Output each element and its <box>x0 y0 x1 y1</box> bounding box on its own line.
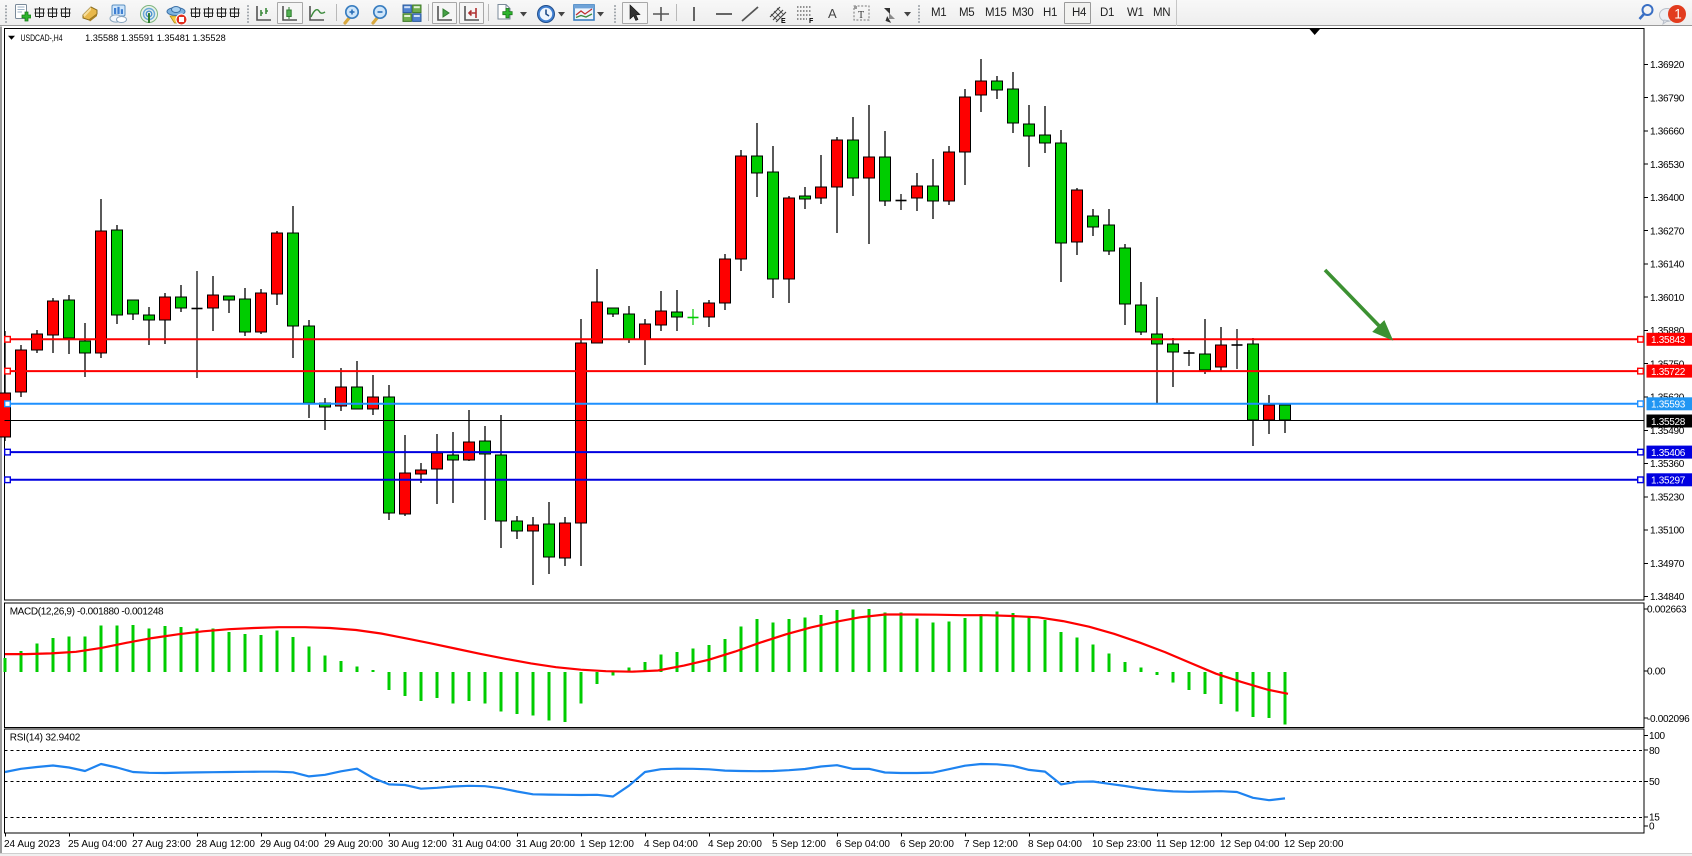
svg-text:T: T <box>858 10 864 21</box>
svg-text:1.36790: 1.36790 <box>1650 93 1685 104</box>
svg-text:1.35843: 1.35843 <box>1651 335 1686 346</box>
svg-text:1.36400: 1.36400 <box>1650 193 1685 204</box>
svg-text:1.35406: 1.35406 <box>1651 448 1686 459</box>
svg-text:1.35880: 1.35880 <box>1650 326 1685 337</box>
svg-text:29 Aug 04:00: 29 Aug 04:00 <box>260 839 319 850</box>
svg-text:1.36920: 1.36920 <box>1650 60 1685 71</box>
svg-text:31 Aug 04:00: 31 Aug 04:00 <box>452 839 511 850</box>
svg-text:12 Sep 04:00: 12 Sep 04:00 <box>1220 839 1280 850</box>
svg-text:1.35360: 1.35360 <box>1650 459 1685 470</box>
svg-text:1 Sep 12:00: 1 Sep 12:00 <box>580 839 634 850</box>
svg-text:80: 80 <box>1649 746 1660 757</box>
svg-text:7 Sep 12:00: 7 Sep 12:00 <box>964 839 1018 850</box>
svg-text:25 Aug 04:00: 25 Aug 04:00 <box>68 839 127 850</box>
svg-text:29 Aug 20:00: 29 Aug 20:00 <box>324 839 383 850</box>
svg-text:1.35230: 1.35230 <box>1650 492 1685 503</box>
svg-text:RSI(14) 32.9402: RSI(14) 32.9402 <box>10 733 81 744</box>
svg-text:1.34840: 1.34840 <box>1650 592 1685 603</box>
svg-text:1.35100: 1.35100 <box>1650 526 1685 537</box>
svg-text:E: E <box>781 18 786 24</box>
svg-text:30 Aug 12:00: 30 Aug 12:00 <box>388 839 447 850</box>
svg-text:0.002663: 0.002663 <box>1647 605 1687 616</box>
svg-text:15: 15 <box>1649 813 1660 824</box>
svg-text:50: 50 <box>1649 777 1660 788</box>
svg-text:F: F <box>809 18 814 24</box>
svg-text:0: 0 <box>1649 822 1655 833</box>
svg-text:10 Sep 23:00: 10 Sep 23:00 <box>1092 839 1152 850</box>
svg-text:1.36270: 1.36270 <box>1650 226 1685 237</box>
svg-text:8 Sep 04:00: 8 Sep 04:00 <box>1028 839 1082 850</box>
svg-text:12 Sep 20:00: 12 Sep 20:00 <box>1284 839 1344 850</box>
svg-text:24 Aug 2023: 24 Aug 2023 <box>4 839 61 850</box>
svg-text:0.00: 0.00 <box>1647 666 1666 677</box>
svg-text:1.35722: 1.35722 <box>1651 367 1686 378</box>
svg-text:100: 100 <box>1649 731 1666 742</box>
svg-text:31 Aug 20:00: 31 Aug 20:00 <box>516 839 575 850</box>
svg-text:4 Sep 20:00: 4 Sep 20:00 <box>708 839 762 850</box>
svg-text:USDCAD-,H4: USDCAD-,H4 <box>21 32 63 43</box>
svg-text:1.36660: 1.36660 <box>1650 127 1685 138</box>
svg-text:1.35593: 1.35593 <box>1651 400 1686 411</box>
svg-text:1.36140: 1.36140 <box>1650 260 1685 271</box>
svg-text:27 Aug 23:00: 27 Aug 23:00 <box>132 839 191 850</box>
svg-text:1.35588 1.35591 1.35481 1.3552: 1.35588 1.35591 1.35481 1.35528 <box>85 33 226 43</box>
svg-text:-0.002096: -0.002096 <box>1647 714 1690 725</box>
svg-text:6 Sep 04:00: 6 Sep 04:00 <box>836 839 890 850</box>
svg-text:11 Sep 12:00: 11 Sep 12:00 <box>1156 839 1215 850</box>
svg-text:5 Sep 12:00: 5 Sep 12:00 <box>772 839 826 850</box>
svg-text:1.34970: 1.34970 <box>1650 559 1685 570</box>
svg-text:1: 1 <box>1674 7 1682 22</box>
svg-text:28 Aug 12:00: 28 Aug 12:00 <box>196 839 255 850</box>
svg-text:MACD(12,26,9) -0.001880 -0.001: MACD(12,26,9) -0.001880 -0.001248 <box>10 607 164 618</box>
svg-text:1.35490: 1.35490 <box>1650 426 1685 437</box>
svg-text:1.36530: 1.36530 <box>1650 160 1685 171</box>
svg-text:1.35297: 1.35297 <box>1651 476 1686 487</box>
svg-text:1.35528: 1.35528 <box>1651 417 1686 428</box>
svg-text:6 Sep 20:00: 6 Sep 20:00 <box>900 839 954 850</box>
svg-text:4 Sep 04:00: 4 Sep 04:00 <box>644 839 698 850</box>
svg-text:1.36010: 1.36010 <box>1650 293 1685 304</box>
